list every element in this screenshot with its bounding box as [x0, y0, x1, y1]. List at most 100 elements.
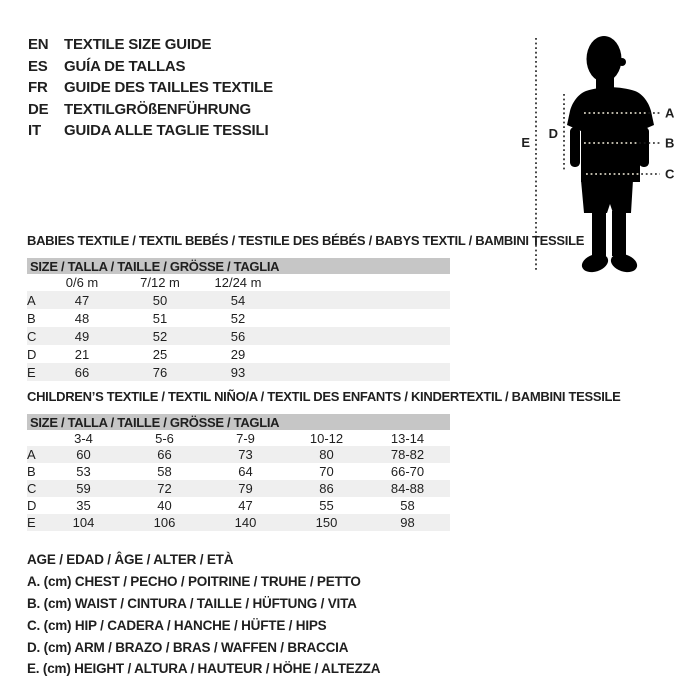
table-row: E 104 106 140 150 98	[27, 514, 450, 531]
list-item: ES GUÍA DE TALLAS	[28, 56, 273, 78]
language-code: FR	[28, 79, 48, 97]
figure-label-height: E	[521, 135, 530, 150]
child-silhouette	[567, 36, 654, 273]
list-item: DE TEXTILGRÖßENFÜHRUNG	[28, 99, 273, 121]
column-header: 3-4	[74, 430, 93, 446]
table-cell: 50	[152, 292, 168, 308]
guide-title: GUÍA DE TALLAS	[64, 57, 186, 75]
row-label: C	[27, 328, 37, 344]
legend-chest: A. (cm) CHEST / PECHO / POITRINE / TRUHE…	[27, 574, 361, 590]
figure-label-arm: D	[549, 126, 558, 141]
table-cell: 80	[319, 447, 334, 462]
table-cell: 106	[153, 515, 176, 530]
table-cell: 66	[74, 364, 90, 380]
table-cell: 72	[157, 481, 172, 496]
column-header: 10-12	[309, 430, 344, 446]
table-cell: 52	[152, 328, 168, 344]
guide-title: GUIDA ALLE TAGLIE TESSILI	[64, 122, 269, 140]
table-cell: 60	[76, 447, 91, 462]
table-row: A 47 50 54	[27, 291, 450, 309]
table-cell: 70	[319, 464, 334, 479]
table-cell: 47	[238, 498, 253, 513]
guide-title: GUIDE DES TAILLES TEXTILE	[64, 79, 273, 97]
table-row: B 53 58 64 70 66-70	[27, 463, 450, 480]
guide-title: TEXTILE SIZE GUIDE	[64, 36, 212, 54]
table-cell: 66-70	[390, 464, 425, 479]
column-header: 13-14	[390, 430, 425, 446]
table-row: A 60 66 73 80 78-82	[27, 446, 450, 463]
child-silhouette-figure: A B C D E	[521, 36, 675, 273]
legend-age: AGE / EDAD / ÂGE / ALTER / ETÀ	[27, 552, 234, 568]
table-row: B 48 51 52	[27, 309, 450, 327]
legend-arm: D. (cm) ARM / BRAZO / BRAS / WAFFEN / BR…	[27, 639, 349, 655]
language-code: EN	[28, 36, 49, 54]
table-row: E 66 76 93	[27, 363, 450, 381]
language-code: ES	[28, 57, 48, 75]
table-cell: 35	[76, 498, 91, 513]
table-cell: 73	[238, 447, 253, 462]
table-cell: 59	[76, 481, 91, 496]
table-cell: 76	[152, 364, 168, 380]
legend-height: E. (cm) HEIGHT / ALTURA / HAUTEUR / HÖHE…	[27, 661, 381, 677]
table-cell: 55	[319, 498, 334, 513]
table-cell: 48	[74, 310, 90, 326]
table-cell: 40	[157, 498, 172, 513]
column-header: 5-6	[155, 430, 174, 446]
table-cell: 21	[74, 346, 90, 362]
figure-label-chest: A	[665, 106, 675, 121]
row-label: A	[27, 292, 36, 308]
row-label: C	[27, 481, 37, 496]
list-item: EN TEXTILE SIZE GUIDE	[28, 34, 273, 56]
list-item: IT GUIDA ALLE TAGLIE TESSILI	[28, 120, 273, 142]
table-cell: 66	[157, 447, 172, 462]
column-header: 12/24 m	[214, 275, 262, 290]
row-label: D	[27, 346, 37, 362]
children-size-table: SIZE / TALLA / TAILLE / GRÖSSE / TAGLIA …	[27, 414, 450, 531]
row-label: E	[27, 364, 36, 380]
table-row: D 35 40 47 55 58	[27, 497, 450, 514]
table-cell: 58	[157, 464, 172, 479]
babies-size-table: SIZE / TALLA / TAILLE / GRÖSSE / TAGLIA …	[27, 258, 450, 381]
table-cell: 78-82	[390, 447, 425, 462]
table-cell: 56	[230, 328, 246, 344]
table-row: C 49 52 56	[27, 327, 450, 345]
children-size-header-bar: SIZE / TALLA / TAILLE / GRÖSSE / TAGLIA	[27, 414, 450, 430]
table-cell: 51	[152, 310, 168, 326]
figure-label-hip: C	[665, 167, 675, 182]
table-cell: 104	[72, 515, 95, 530]
column-header: 7-9	[236, 430, 255, 446]
table-row: C 59 72 79 86 84-88	[27, 480, 450, 497]
column-header: 0/6 m	[65, 275, 99, 290]
table-cell: 64	[238, 464, 253, 479]
table-cell: 25	[152, 346, 168, 362]
measurement-legend: AGE / EDAD / ÂGE / ALTER / ETÀ A. (cm) C…	[27, 549, 380, 680]
guide-title: TEXTILGRÖßENFÜHRUNG	[64, 100, 252, 118]
legend-waist: B. (cm) WAIST / CINTURA / TAILLE / HÜFTU…	[27, 595, 357, 611]
language-title-list: EN TEXTILE SIZE GUIDE ES GUÍA DE TALLAS …	[28, 34, 273, 142]
table-cell: 98	[400, 515, 415, 530]
legend-hip: C. (cm) HIP / CADERA / HANCHE / HÜFTE / …	[27, 617, 327, 633]
table-row: D 21 25 29	[27, 345, 450, 363]
table-cell: 29	[230, 346, 246, 362]
table-cell: 79	[238, 481, 253, 496]
table-cell: 58	[400, 498, 415, 513]
children-column-header-row: 3-4 5-6 7-9 10-12 13-14	[27, 430, 450, 446]
row-label: D	[27, 498, 37, 513]
babies-section-title: BABIES TEXTILE / TEXTIL BEBÉS / TESTILE …	[27, 233, 585, 248]
table-cell: 52	[230, 310, 246, 326]
table-cell: 150	[315, 515, 338, 530]
table-cell: 140	[234, 515, 257, 530]
language-code: IT	[28, 122, 41, 140]
table-cell: 47	[74, 292, 90, 308]
row-label: A	[27, 447, 36, 462]
list-item: FR GUIDE DES TAILLES TEXTILE	[28, 77, 273, 99]
table-cell: 93	[230, 364, 246, 380]
figure-label-waist: B	[665, 136, 674, 151]
table-cell: 54	[230, 292, 246, 308]
table-cell: 84-88	[390, 481, 425, 496]
babies-column-header-row: 0/6 m 7/12 m 12/24 m	[27, 274, 450, 291]
children-section-title: CHILDREN’S TEXTILE / TEXTIL NIÑO/A / TEX…	[27, 389, 621, 404]
table-cell: 53	[76, 464, 91, 479]
table-cell: 86	[319, 481, 334, 496]
